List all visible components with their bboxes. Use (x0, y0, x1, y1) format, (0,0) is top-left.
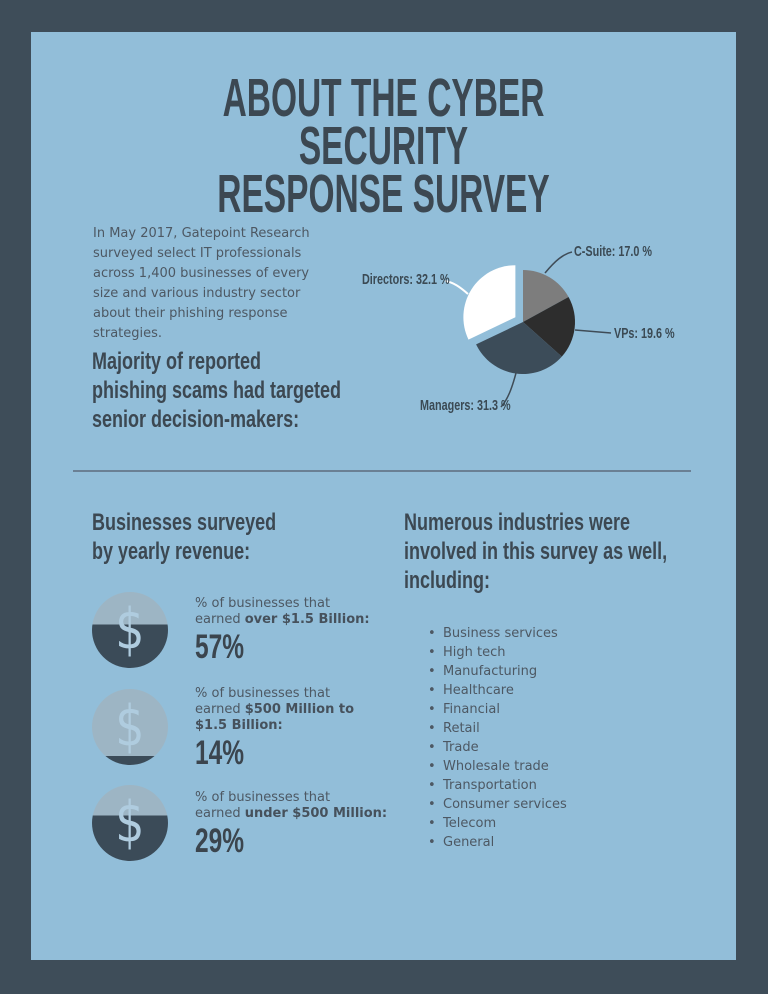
stat-label: % of businesses that (195, 686, 331, 701)
page-title: ABOUT THE CYBER SECURITY RESPONSE SURVEY (31, 68, 736, 224)
page-title-text: ABOUT THE CYBER SECURITY RESPONSE SURVEY (217, 68, 550, 224)
leader-line-managers (500, 372, 517, 408)
stat-percent: 14% (195, 734, 245, 772)
revenue-stat-row: % of businesses that earned over $1.5 Bi… (195, 596, 425, 665)
industries-list: Business services High tech Manufacturin… (428, 624, 567, 852)
industry-item: Manufacturing (428, 662, 567, 681)
industry-item: Retail (428, 719, 567, 738)
industry-item: General (428, 833, 567, 852)
stat-label: earned under $500 Million: (195, 806, 388, 821)
revenue-stat-row: % of businesses that earned $500 Million… (195, 686, 425, 771)
industry-item: Healthcare (428, 681, 567, 700)
leader-line-c-suite (544, 251, 573, 274)
stat-label: % of businesses that (195, 790, 331, 805)
dollar-glyph: $ (115, 790, 145, 855)
stat-label: % of businesses that (195, 596, 331, 611)
industries-heading: Numerous industries were involved in thi… (404, 509, 668, 594)
dollar-icon: $ (92, 689, 168, 765)
stat-label: $1.5 Billion: (195, 718, 283, 733)
pie-label-c-suite: C-Suite: 17.0 % (574, 243, 653, 260)
pie-label-managers: Managers: 31.3 % (420, 397, 511, 414)
industry-item: Business services (428, 624, 567, 643)
industry-item: Telecom (428, 814, 567, 833)
dollar-glyph: $ (115, 694, 145, 759)
stat-label: earned over $1.5 Billion: (195, 612, 370, 627)
pie-slice-directors (463, 265, 516, 340)
industry-item: Transportation (428, 776, 567, 795)
dollar-glyph: $ (115, 597, 145, 662)
pie-chart (444, 251, 612, 408)
dollar-icon: $ (92, 785, 168, 861)
stat-label: earned $500 Million to (195, 702, 355, 717)
section-divider (73, 470, 691, 472)
revenue-stat-row: % of businesses that earned under $500 M… (195, 790, 425, 859)
industry-item: High tech (428, 643, 567, 662)
dollar-icon: $ (92, 592, 168, 668)
pie-label-vps: VPs: 19.6 % (614, 325, 675, 342)
industry-item: Financial (428, 700, 567, 719)
pie-slice-vps (523, 296, 575, 357)
industry-item: Trade (428, 738, 567, 757)
industry-item: Consumer services (428, 795, 567, 814)
revenue-heading: Businesses surveyed by yearly revenue: (92, 509, 277, 565)
pie-label-directors: Directors: 32.1 % (362, 271, 450, 288)
pie-slice-c-suite (523, 270, 569, 322)
intro-paragraph: In May 2017, Gatepoint Research surveyed… (93, 226, 310, 341)
stat-percent: 57% (195, 628, 245, 666)
leader-line-directors (444, 280, 469, 295)
highlight-heading: Majority of reported phishing scams had … (92, 348, 342, 433)
industry-item: Wholesale trade (428, 757, 567, 776)
leader-line-vps (574, 329, 612, 334)
stat-percent: 29% (195, 822, 245, 860)
pie-slice-managers (476, 322, 562, 374)
